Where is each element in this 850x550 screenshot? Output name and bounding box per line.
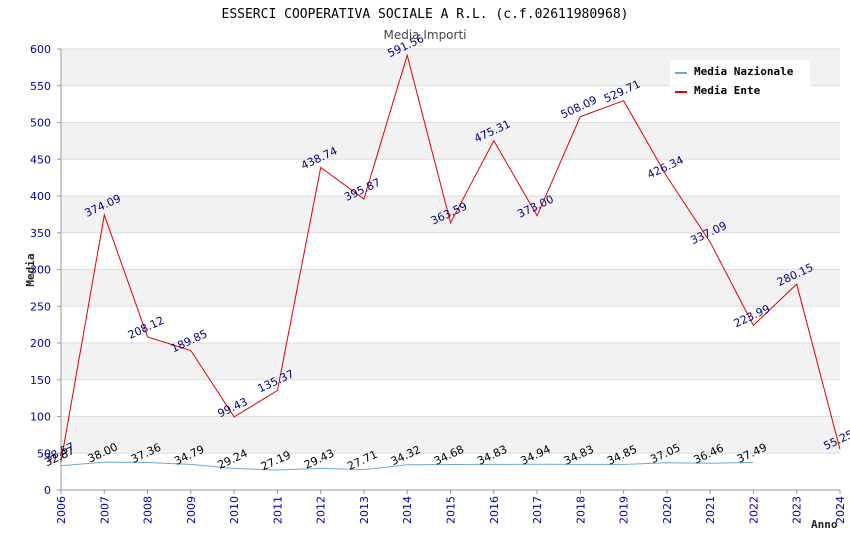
y-tick-label: 250 [30, 300, 51, 313]
x-tick-label: 2014 [401, 496, 414, 524]
y-axis-ticks: 0 50 100 150 200 250 300 350 400 450 500 550 600 [30, 43, 61, 497]
grid-band [61, 269, 840, 307]
legend-entry-nazionale: Media Nazionale [694, 65, 794, 78]
x-tick-label: 2023 [791, 496, 804, 524]
x-tick-label: 2021 [704, 496, 717, 524]
x-tick-label: 2022 [747, 496, 760, 524]
grid-band [61, 196, 840, 233]
y-tick-label: 300 [30, 264, 51, 277]
x-tick-label: 2012 [315, 496, 328, 524]
x-tick-label: 2007 [98, 496, 111, 524]
x-tick-label: 2008 [142, 496, 155, 524]
chart-subtitle: Media Importi [383, 28, 466, 42]
x-tick-label: 2017 [531, 496, 544, 524]
y-tick-label: 350 [30, 227, 51, 240]
y-tick-label: 500 [30, 117, 51, 130]
legend: Media Nazionale Media Ente [670, 60, 810, 100]
y-tick-label: 200 [30, 337, 51, 350]
y-tick-label: 150 [30, 374, 51, 387]
data-label: 508.09 [559, 93, 599, 121]
y-tick-label: 600 [30, 43, 51, 56]
x-tick-label: 2020 [661, 496, 674, 524]
series-line-ente [60, 53, 841, 462]
legend-box [670, 60, 810, 100]
x-tick-label: 2011 [271, 496, 284, 524]
x-axis-label: Anno [811, 518, 838, 531]
x-tick-label: 2018 [574, 496, 587, 524]
x-tick-label: 2019 [618, 496, 631, 524]
x-tick-label: 2016 [488, 496, 501, 524]
x-tick-label: 2010 [228, 496, 241, 524]
grid-band [61, 122, 840, 160]
grid-bands [61, 49, 840, 454]
x-axis-ticks: 2006 2007 2008 2009 2010 2011 2012 2013 2014 2015… [55, 490, 847, 524]
grid-band [61, 343, 840, 380]
y-tick-label: 450 [30, 153, 51, 166]
x-tick-label: 2024 [834, 496, 847, 524]
legend-entry-ente: Media Ente [694, 84, 761, 97]
x-tick-label: 2009 [185, 496, 198, 524]
chart-title: ESSERCI COOPERATIVA SOCIALE A R.L. (c.f.… [222, 7, 629, 22]
x-tick-label: 2015 [445, 496, 458, 524]
series-line-nazionale [60, 461, 754, 471]
y-tick-label: 100 [30, 411, 51, 424]
y-tick-label: 550 [30, 80, 51, 93]
y-axis-label: Media [24, 253, 37, 286]
x-tick-label: 2013 [358, 496, 371, 524]
data-label: 208.12 [126, 314, 166, 342]
y-tick-label: 400 [30, 190, 51, 203]
x-tick-label: 2006 [55, 496, 68, 524]
series-lines [60, 53, 841, 471]
y-tick-label: 50 [37, 447, 51, 460]
grid-band [61, 416, 840, 454]
y-tick-label: 0 [44, 484, 51, 497]
